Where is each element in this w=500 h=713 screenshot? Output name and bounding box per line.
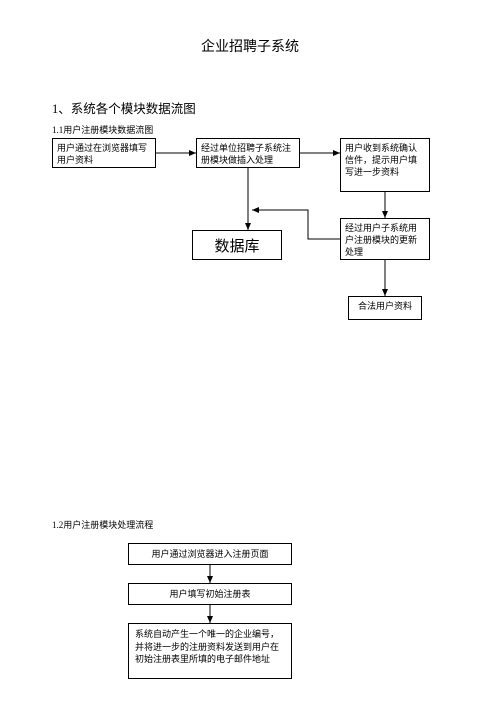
node-update-module: 经过用户子系统用户注册模块的更新处理 [340,218,430,260]
step-enter-page: 用户通过浏览器进入注册页面 [128,543,292,565]
node-database: 数据库 [192,230,282,260]
section-1-2-heading: 1.2用户注册模块处理流程 [52,518,500,531]
node-register-module: 经过单位招聘子系统注册模块做插入处理 [196,138,300,168]
step-generate-id: 系统自动产生一个唯一的企业编号，并将进一步的注册资料发送到用户在初始注册表里所填… [128,623,292,679]
section-1-1-heading: 1.1用户注册模块数据流图 [52,123,500,136]
node-user-input: 用户通过在浏览器填写用户资料 [52,138,156,168]
page-title: 企业招聘子系统 [0,0,500,56]
diagram-1-1: 用户通过在浏览器填写用户资料 经过单位招聘子系统注册模块做插入处理 用户收到系统… [52,138,452,358]
section-1-heading: 1、系统各个模块数据流图 [52,98,500,117]
step-fill-form: 用户填写初始注册表 [128,583,292,605]
node-confirmation: 用户收到系统确认信件，提示用户填写进一步资料 [340,138,430,192]
diagram-1-2: 用户通过浏览器进入注册页面 用户填写初始注册表 系统自动产生一个唯一的企业编号，… [128,543,328,713]
node-valid-user: 合法用户资料 [348,296,422,320]
